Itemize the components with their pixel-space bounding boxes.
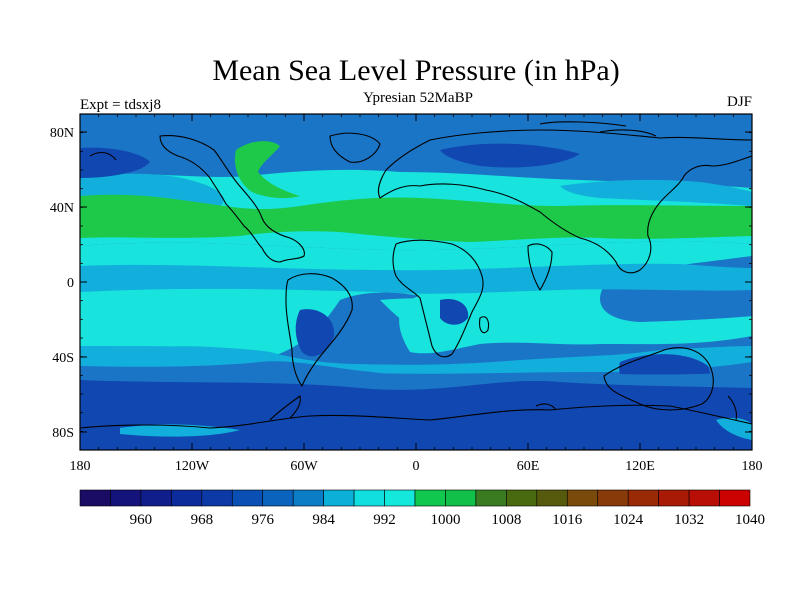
coast-europe-asia	[377, 129, 752, 274]
colorbar-label: 984	[312, 512, 335, 528]
y-tick-label: 80N	[50, 126, 74, 141]
coast-bering	[89, 151, 117, 161]
x-tick-label: 120W	[175, 459, 210, 474]
coast-antarctic-peninsula	[269, 395, 301, 421]
colorbar-swatch	[110, 489, 142, 507]
x-tick-label: 0	[413, 459, 420, 474]
y-tick-label: 0	[67, 276, 74, 291]
coast-north-america	[159, 135, 305, 263]
x-tick-label: 60W	[290, 459, 318, 474]
coast-africa	[392, 239, 484, 358]
colorbar-swatch	[475, 489, 507, 507]
colorbar-swatch	[658, 489, 690, 507]
coast-arctic-islands	[539, 121, 657, 137]
region-deep-blue-south-america	[295, 309, 335, 357]
region-deep-blue-arctic	[440, 143, 580, 168]
experiment-label: Expt = tdsxj8	[80, 97, 161, 113]
region-light-blue-equator	[80, 263, 752, 294]
colorbar-swatch	[262, 489, 294, 507]
colorbar-label: 976	[251, 512, 274, 528]
region-deep-blue-southern-ocean	[80, 378, 752, 450]
region-cyan-subtropic-south	[80, 298, 274, 347]
axes: 80N 40N 0 40S 80S 180 120W 60W 0 60E 120E 180	[50, 113, 763, 474]
colorbar: 960 968 976 984 992 1000 1008 1016 1024 1032 1040	[79, 489, 765, 528]
coast-india	[527, 243, 553, 291]
colorbar-swatch	[140, 489, 172, 507]
region-cyan-southern-patch	[716, 417, 752, 440]
colorbar-swatch	[506, 489, 538, 507]
colorbar-swatch	[79, 489, 111, 507]
x-tick-label: 180	[742, 459, 763, 474]
x-tick-label: 60E	[517, 459, 540, 474]
colorbar-label: 1016	[552, 512, 583, 528]
colorbar-swatch	[171, 489, 203, 507]
colorbar-swatch	[414, 489, 446, 507]
colorbar-swatch	[566, 489, 599, 507]
colorbar-label: 1024	[613, 512, 644, 528]
coast-madagascar	[479, 316, 490, 334]
coast-south-america	[285, 273, 353, 387]
colorbar-swatch	[688, 489, 720, 507]
y-tick-label: 80S	[52, 426, 74, 441]
region-cyan-southern-streak	[120, 424, 240, 437]
colorbar-label: 1008	[491, 512, 521, 528]
colorbar-label: 992	[373, 512, 396, 528]
y-tick-label: 40N	[50, 201, 74, 216]
x-tick-label: 180	[70, 459, 91, 474]
colorbar-swatch	[597, 489, 629, 507]
region-deep-blue-north-pacific-low	[80, 147, 150, 178]
y-tick-label: 40S	[52, 351, 74, 366]
region-cyan-southern-atlantic	[380, 298, 603, 341]
region-green-arctic-americas	[234, 141, 300, 199]
colorbar-label: 968	[191, 512, 214, 528]
colorbar-swatch	[323, 489, 355, 507]
region-mid-blue-south-fringe	[80, 361, 752, 390]
chart-title: Mean Sea Level Pressure (in hPa)	[212, 54, 619, 87]
coast-greenland	[329, 132, 381, 163]
colorbar-swatch	[627, 489, 659, 507]
colorbar-swatch	[719, 489, 751, 507]
region-deep-blue-africa	[440, 298, 469, 325]
colorbar-label: 1000	[430, 512, 460, 528]
colorbar-swatch	[201, 489, 233, 507]
colorbar-swatch	[445, 489, 477, 507]
colorbar-label: 1040	[735, 512, 765, 528]
region-light-blue-north-east	[560, 179, 752, 206]
period-label: Ypresian 52MaBP	[363, 90, 473, 106]
coast-new-zealand	[727, 395, 738, 421]
colorbar-swatch	[353, 489, 385, 507]
colorbar-swatch	[536, 489, 568, 507]
colorbar-swatch	[384, 489, 416, 507]
season-label: DJF	[727, 94, 752, 110]
coastlines	[80, 121, 752, 429]
colorbar-label: 960	[130, 512, 153, 528]
colorbar-swatch	[292, 489, 324, 507]
coast-kerguelen	[535, 403, 557, 411]
colorbar-swatch	[231, 489, 264, 507]
x-tick-label: 120E	[625, 459, 655, 474]
pressure-field	[80, 114, 752, 450]
colorbar-label: 1032	[674, 512, 704, 528]
coast-antarctica	[80, 404, 752, 429]
coast-australia	[603, 347, 714, 411]
